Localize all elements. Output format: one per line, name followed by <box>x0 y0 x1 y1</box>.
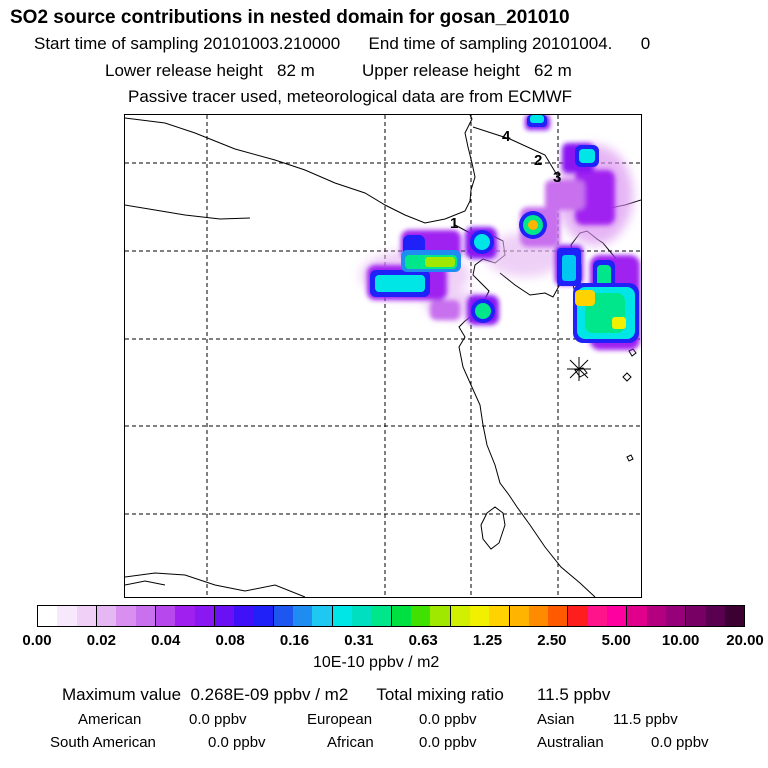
colorbar-tick-label: 0.00 <box>22 632 52 649</box>
region-name: African <box>327 734 374 751</box>
colorbar-segment <box>528 606 549 626</box>
small-island-2 <box>628 348 637 357</box>
maximum-value-line: Maximum value 0.268E-09 ppbv / m2 Total … <box>62 685 611 704</box>
colorbar-segment <box>312 606 333 626</box>
colorbar-segment <box>568 606 588 626</box>
colorbar-tick-label: 5.00 <box>601 632 631 649</box>
colorbar-segment <box>548 606 569 626</box>
colorbar-segment <box>57 606 77 626</box>
colorbar-segment <box>214 606 235 626</box>
colorbar-segment <box>607 606 628 626</box>
region-name: American <box>78 711 142 728</box>
colorbar-segment <box>666 606 687 626</box>
colorbar-tick-label: 0.31 <box>344 632 374 649</box>
colorbar-segment <box>76 606 97 626</box>
south-china-coast <box>125 572 306 597</box>
region-name: Asian <box>537 711 575 728</box>
concentration-field <box>360 115 640 350</box>
colorbar-segment <box>234 606 254 626</box>
region-name: European <box>307 711 373 728</box>
region-name: Australian <box>537 734 604 751</box>
region-value: 0.0 ppbv <box>208 734 266 751</box>
colorbar-tick-label: 2.50 <box>537 632 567 649</box>
colorbar-segment <box>724 606 745 626</box>
asterisk-receptor-icon <box>567 357 591 381</box>
colorbar-segment <box>391 606 411 626</box>
colorbar-segment <box>116 606 136 626</box>
map-panel: 1 2 3 4 <box>124 114 642 598</box>
colorbar-segment <box>705 606 725 626</box>
colorbar-segment <box>352 606 372 626</box>
colorbar-tick-label: 0.04 <box>151 632 181 649</box>
colorbar-segment <box>96 606 117 626</box>
colorbar-segment <box>273 606 294 626</box>
colorbar-segment <box>450 606 470 626</box>
region-value: 11.5 ppbv <box>613 711 678 728</box>
colorbar-segment <box>371 606 392 626</box>
source-label-1: 1 <box>450 215 458 232</box>
colorbar-segment <box>175 606 195 626</box>
colorbar-segment <box>686 606 706 626</box>
colorbar-segment <box>646 606 666 626</box>
mongolia-china-border <box>125 115 476 224</box>
colorbar-tick-label: 0.02 <box>86 632 116 649</box>
taiwan-island <box>480 506 506 550</box>
region-value: 0.0 ppbv <box>419 734 477 751</box>
colorbar-segment <box>509 606 529 626</box>
source-label-3: 3 <box>553 169 561 186</box>
colorbar-unit: 10E-10 ppbv / m2 <box>313 654 440 671</box>
inner-border <box>125 204 251 220</box>
tracer-info-line: Passive tracer used, meteorological data… <box>128 87 573 106</box>
colorbar-segment <box>194 606 215 626</box>
colorbar-segment <box>332 606 352 626</box>
region-value: 0.0 ppbv <box>419 711 477 728</box>
release-height-line: Lower release height 82 m Upper release … <box>105 61 572 80</box>
colorbar-segment <box>293 606 313 626</box>
colorbar-segment <box>489 606 510 626</box>
colorbar-segment <box>253 606 274 626</box>
colorbar-segment <box>155 606 176 626</box>
colorbar-segment <box>135 606 156 626</box>
colorbar-tick-label: 20.00 <box>726 632 764 649</box>
colorbar-tick-label: 0.63 <box>408 632 438 649</box>
colorbar-tick-label: 0.16 <box>279 632 310 649</box>
small-island-1 <box>622 372 632 382</box>
colorbar-segment <box>469 606 490 626</box>
map-title: SO2 source contributions in nested domai… <box>10 7 570 28</box>
source-label-2: 2 <box>534 152 542 169</box>
region-value: 0.0 ppbv <box>189 711 247 728</box>
colorbar-segment <box>627 606 647 626</box>
colorbar-tick-label: 0.08 <box>215 632 245 649</box>
colorbar-segment <box>587 606 608 626</box>
sampling-time-line: Start time of sampling 20101003.210000 E… <box>34 34 651 53</box>
colorbar-segment <box>38 606 58 626</box>
small-island-3 <box>626 454 634 462</box>
colorbar-tick-label: 10.00 <box>661 632 700 649</box>
colorbar <box>37 605 745 627</box>
region-name: South American <box>50 734 156 751</box>
colorbar-segment <box>410 606 431 626</box>
map-svg: 1 2 3 4 <box>125 115 641 597</box>
colorbar-tick-label: 1.25 <box>472 632 503 649</box>
source-label-4: 4 <box>502 128 511 145</box>
colorbar-segment <box>430 606 451 626</box>
hainan-west <box>125 580 166 586</box>
region-value: 0.0 ppbv <box>651 734 709 751</box>
